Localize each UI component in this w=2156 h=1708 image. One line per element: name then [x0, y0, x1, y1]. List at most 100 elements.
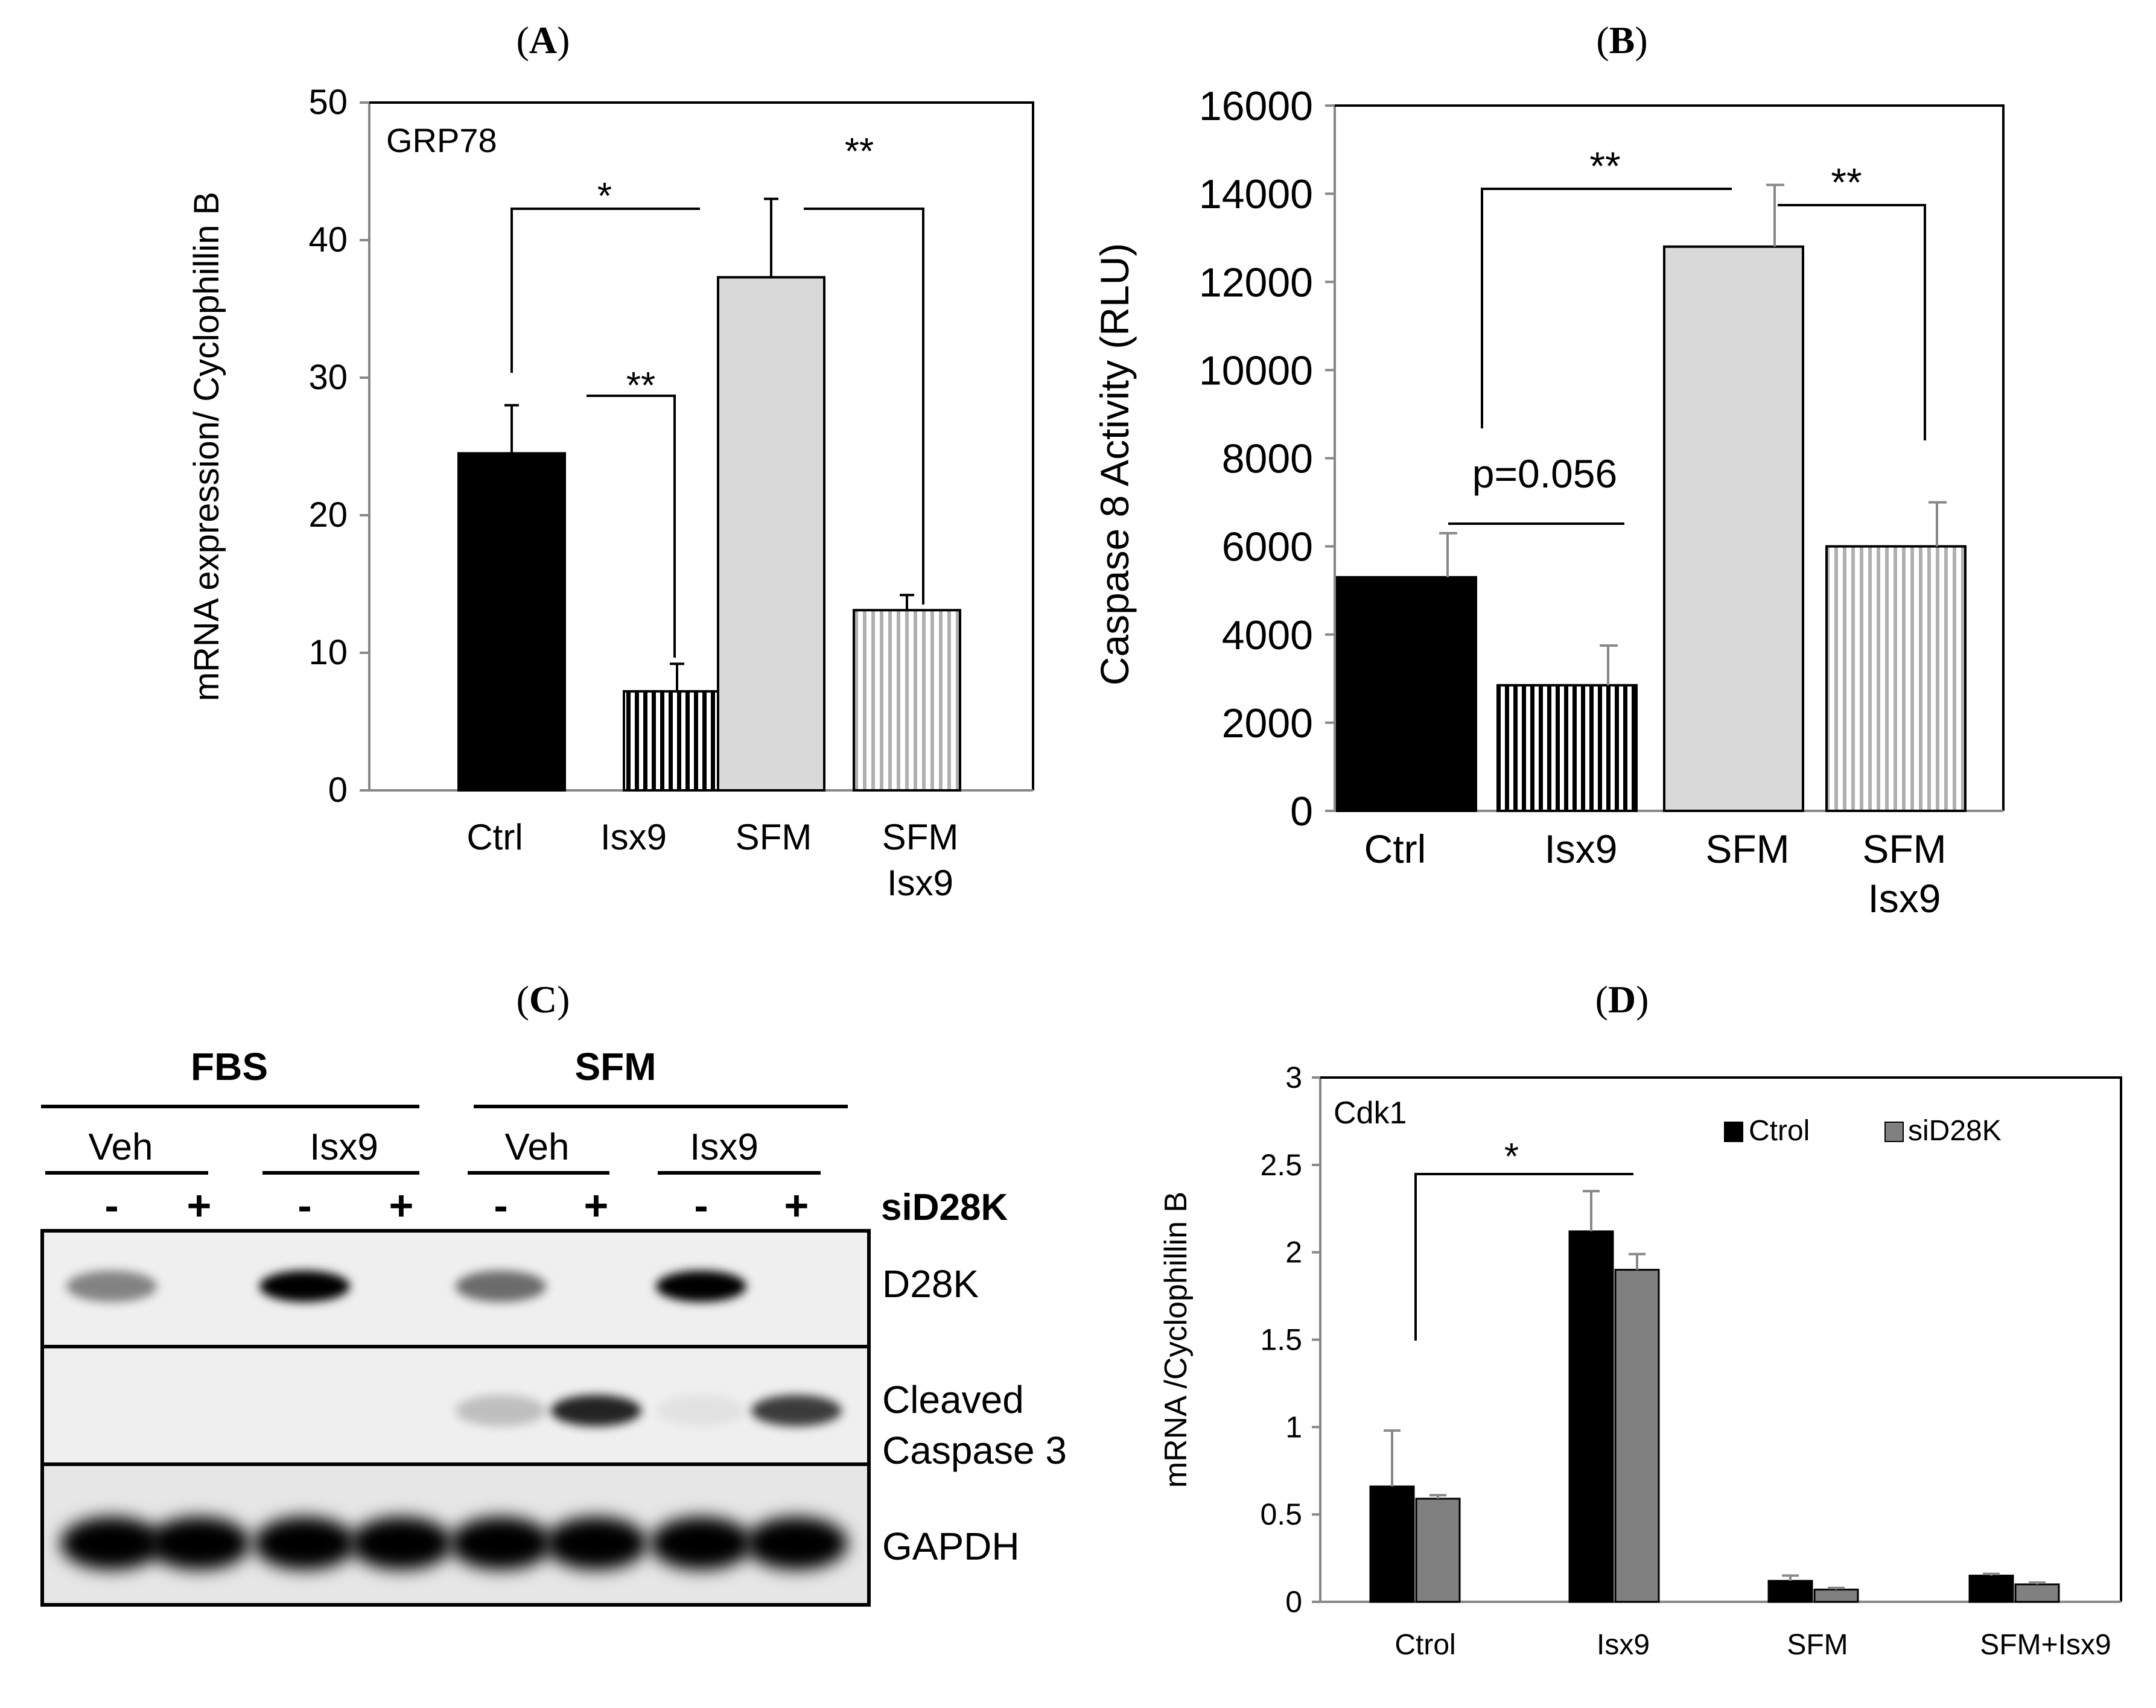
- subgroup-label-0: Veh: [89, 1126, 153, 1168]
- panel-c-label: (C): [517, 978, 570, 1021]
- sig-bracket-sfm-sfmisx9: [804, 208, 924, 605]
- bar-ctrl: [457, 452, 566, 792]
- y-tick-label-5: 10000: [1199, 348, 1313, 393]
- band-gapdh-lane-8: [745, 1517, 848, 1570]
- blot-strip-cc3: [40, 1345, 871, 1466]
- sig-bracket-ctrl-sfm: [1481, 188, 1732, 428]
- bar-sfmisx9: [853, 609, 961, 792]
- y-tick-label-1: 10: [308, 633, 348, 672]
- bar-siD28K-Ctrol: [1415, 1497, 1461, 1603]
- band-cc3-lane-7: [656, 1395, 746, 1426]
- lane-sign-7: +: [784, 1182, 809, 1229]
- subgroup-label-2: Veh: [505, 1126, 570, 1168]
- band-d28k-lane-5: [456, 1271, 546, 1302]
- bar-siD28K-SFM+Isx9: [2014, 1583, 2060, 1603]
- y-tick-label-1: 0.5: [1260, 1497, 1302, 1531]
- y-tick-label-0: 0: [328, 770, 348, 810]
- x-tick-label-sfmisx9-1: Isx9: [1868, 876, 1941, 921]
- y-tick-label-4: 40: [308, 220, 348, 259]
- bar-sfm: [717, 276, 825, 792]
- sig-label-ctrl-sfm: **: [1589, 144, 1620, 188]
- band-cc3-lane-5: [456, 1395, 546, 1426]
- plot-frame: [1335, 104, 2005, 811]
- y-tick-label-3: 1.5: [1260, 1323, 1302, 1357]
- bar-Ctrol-Ctrol: [1369, 1485, 1415, 1603]
- sig-label-ctrl-sfm: *: [597, 176, 612, 217]
- x-tick-label-ctrl-0: Ctrl: [466, 817, 523, 857]
- row-label-gapdh-0: GAPDH: [882, 1525, 1020, 1568]
- sig-label-sfm-sfmisx9: **: [845, 131, 874, 173]
- x-tick-label-sfmisx9-1: Isx9: [887, 863, 953, 903]
- band-gapdh-lane-5: [450, 1517, 552, 1570]
- y-tick-label-8: 16000: [1199, 83, 1313, 129]
- bar-Ctrol-Isx9: [1568, 1230, 1614, 1603]
- panel-a-chart: 0 10 20 30 40 50 mRNA expression/ Cyclophillin…: [187, 83, 1034, 903]
- sirna-label: siD28K: [881, 1187, 1008, 1228]
- y-axis-label: mRNA expression/ Cyclophillin B: [187, 192, 226, 702]
- y-tick-label-2: 20: [308, 495, 348, 535]
- legend-swatch-sid28k: [1884, 1122, 1904, 1142]
- panel-d-chart: 0 0.5 1 1.5 2 2.5 3 mRNA /Cyclophillin B Cdk1 Ctr…: [1159, 1061, 2122, 1661]
- plot-frame: [1320, 1076, 2122, 1602]
- band-gapdh-lane-7: [650, 1517, 752, 1570]
- x-tick-label-isx9-0: Isx9: [600, 817, 667, 857]
- x-tick-label-isx9-0: Isx9: [1544, 827, 1617, 871]
- bar-sfmisx9: [1825, 545, 1967, 812]
- y-tick-label-2: 4000: [1222, 612, 1313, 658]
- bar-siD28K-Isx9: [1614, 1269, 1660, 1603]
- y-tick-label-0: 0: [1290, 789, 1313, 834]
- band-gapdh-lane-1: [60, 1517, 163, 1570]
- row-label-cc3-1: Caspase 3: [882, 1429, 1067, 1472]
- band-d28k-lane-7: [656, 1271, 746, 1302]
- x-tick-label-sfm-0: SFM: [736, 817, 812, 857]
- lane-sign-1: +: [187, 1182, 212, 1229]
- y-tick-label-1: 2000: [1222, 700, 1313, 746]
- subgroup-label-1: Isx9: [310, 1126, 378, 1168]
- panel-a-label: (A): [517, 19, 570, 62]
- y-tick-label-6: 12000: [1199, 259, 1313, 305]
- lane-sign-4: -: [494, 1182, 507, 1229]
- sig-label-ctrl-isx9: p=0.056: [1472, 451, 1617, 496]
- sig-label-isx9: **: [626, 365, 655, 407]
- y-tick-label-3: 30: [308, 358, 348, 397]
- legend-label-sid28k: siD28K: [1908, 1115, 2002, 1147]
- y-tick-label-2: 1: [1285, 1410, 1302, 1444]
- y-axis-label: Caspase 8 Activity (RLU): [1092, 243, 1137, 686]
- sig-bracket-ctrl-sfm: [510, 208, 700, 373]
- y-tick-label-3: 6000: [1222, 524, 1313, 570]
- lane-sign-5: +: [584, 1182, 609, 1229]
- band-cc3-lane-8: [751, 1395, 842, 1426]
- sig-bracket-sfm-sfmisx9: [1778, 204, 1926, 440]
- bar-Ctrol-SFM: [1767, 1579, 1813, 1603]
- band-d28k-lane-1: [66, 1271, 157, 1302]
- group-label-sfm: SFM: [574, 1045, 656, 1088]
- x-tick-label-1: Isx9: [1597, 1629, 1650, 1661]
- panel-b-label: (B): [1596, 19, 1647, 62]
- x-tick-label-2: SFM: [1787, 1629, 1848, 1661]
- y-tick-label-4: 2: [1285, 1236, 1302, 1269]
- y-tick-label-0: 0: [1285, 1585, 1302, 1619]
- panel-b-chart: 0 2000 4000 6000 8000 10000 12000 14000 16000 Cas…: [1092, 83, 2005, 921]
- x-tick-label-3: SFM+Isx9: [1980, 1629, 2111, 1661]
- y-axis-label: mRNA /Cyclophillin B: [1159, 1192, 1194, 1488]
- band-gapdh-lane-6: [545, 1517, 647, 1570]
- x-tick-label-sfmisx9-0: SFM: [882, 817, 959, 857]
- row-label-cc3-0: Cleaved: [882, 1378, 1024, 1421]
- legend-swatch-ctrol: [1724, 1122, 1743, 1142]
- bar-ctrl: [1336, 576, 1477, 812]
- inset-title: GRP78: [386, 121, 497, 159]
- x-tick-label-sfm-0: SFM: [1705, 827, 1789, 871]
- y-tick-label-5: 50: [308, 83, 348, 122]
- sig-label-ctrol-isx9: *: [1504, 1136, 1519, 1178]
- plot-frame: [369, 101, 1034, 790]
- x-tick-label-sfmisx9-0: SFM: [1862, 827, 1946, 871]
- band-gapdh-lane-4: [350, 1517, 453, 1570]
- band-gapdh-lane-2: [148, 1517, 250, 1570]
- group-label-fbs: FBS: [191, 1045, 268, 1088]
- band-d28k-lane-3: [259, 1271, 350, 1302]
- x-tick-label-0: Ctrol: [1394, 1629, 1455, 1661]
- y-tick-label-7: 14000: [1199, 171, 1313, 217]
- sig-bracket-isx9: [587, 395, 676, 658]
- sig-bracket-ctrol-isx9: [1414, 1173, 1633, 1341]
